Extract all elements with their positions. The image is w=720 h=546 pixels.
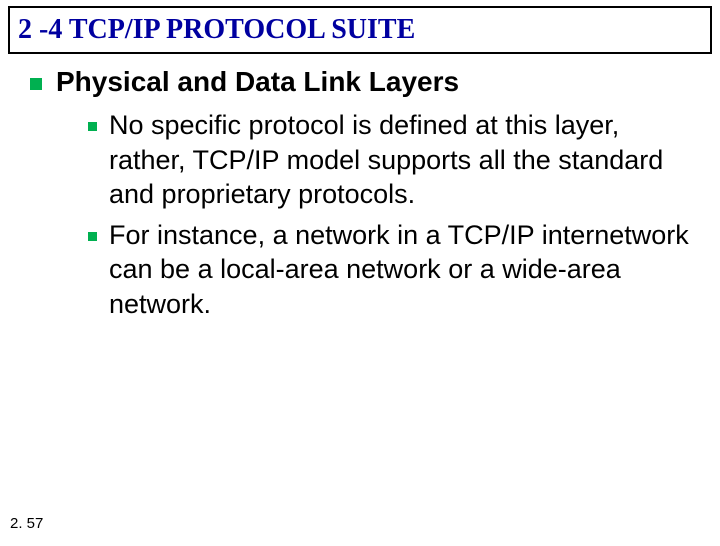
slide-number: 2. 57 (10, 515, 43, 532)
title-bar: 2 -4 TCP/IP PROTOCOL SUITE (8, 6, 712, 54)
slide: 2 -4 TCP/IP PROTOCOL SUITE Physical and … (0, 6, 720, 546)
list-item-text: For instance, a network in a TCP/IP inte… (109, 218, 700, 322)
heading-row: Physical and Data Link Layers (30, 66, 700, 98)
list-item: For instance, a network in a TCP/IP inte… (88, 218, 700, 322)
list-item-text: No specific protocol is defined at this … (109, 108, 700, 212)
slide-title: 2 -4 TCP/IP PROTOCOL SUITE (18, 14, 702, 46)
square-bullet-icon (88, 122, 97, 131)
heading-text: Physical and Data Link Layers (56, 66, 459, 98)
content-area: Physical and Data Link Layers No specifi… (0, 54, 720, 321)
square-bullet-icon (30, 78, 42, 90)
list-item: No specific protocol is defined at this … (88, 108, 700, 212)
square-bullet-icon (88, 232, 97, 241)
subpoints: No specific protocol is defined at this … (88, 108, 700, 321)
